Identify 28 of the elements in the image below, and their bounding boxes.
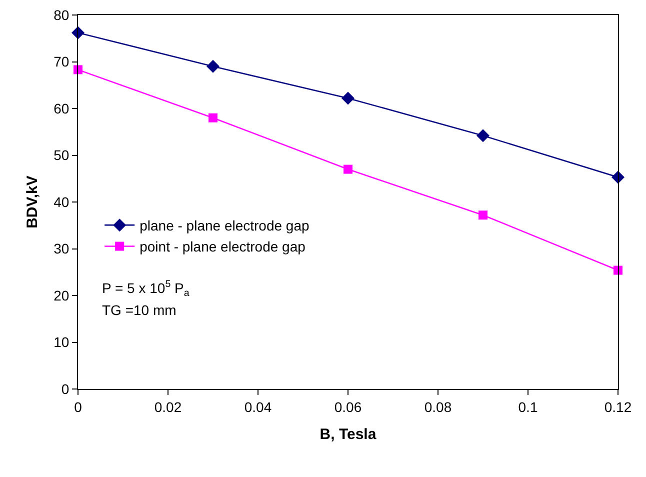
y-tick-label: 40 bbox=[54, 194, 70, 210]
legend-label: plane - plane electrode gap bbox=[140, 218, 310, 234]
x-tick-label: 0.08 bbox=[424, 398, 452, 415]
x-tick-label: 0.04 bbox=[244, 398, 272, 415]
x-tick-label: 0 bbox=[74, 398, 82, 415]
x-tick-label: 0.06 bbox=[334, 398, 362, 415]
x-tick-label: 0.12 bbox=[604, 398, 632, 415]
point bbox=[206, 60, 220, 73]
y-tick-label: 50 bbox=[54, 147, 70, 164]
y-tick-label: 70 bbox=[54, 54, 70, 70]
legend-label: point - plane electrode gap bbox=[140, 238, 306, 255]
point bbox=[208, 113, 218, 122]
x-tick-label: 0.1 bbox=[518, 398, 538, 415]
point bbox=[342, 92, 354, 105]
y-tick-label: 0 bbox=[61, 380, 70, 397]
point bbox=[344, 164, 352, 174]
point bbox=[476, 129, 490, 142]
y-tick-label: 80 bbox=[54, 6, 70, 23]
annotation: TG =10 mm bbox=[102, 302, 176, 318]
point bbox=[478, 210, 488, 220]
y-tick-label: 30 bbox=[54, 240, 70, 257]
y-axis-title: BDV,kV bbox=[24, 176, 41, 228]
annotation: P = 5 x 10$^{5}$ P$_{a}$ bbox=[102, 279, 190, 299]
y-tick-label: 60 bbox=[54, 100, 70, 116]
y-tick-label: 10 bbox=[54, 334, 70, 350]
y-tick-label: 20 bbox=[54, 287, 70, 304]
x-axis-title: B, Tesla bbox=[320, 426, 377, 443]
x-tick-label: 0.02 bbox=[154, 398, 182, 415]
